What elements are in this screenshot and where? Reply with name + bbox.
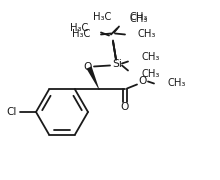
Text: CH₃: CH₃ [167, 78, 185, 89]
Text: O: O [139, 76, 147, 86]
Text: CH₃: CH₃ [129, 14, 147, 24]
Text: CH₃: CH₃ [142, 69, 160, 80]
Text: O: O [121, 102, 129, 112]
Text: Si: Si [112, 59, 122, 69]
Text: CH₃: CH₃ [138, 30, 156, 39]
Polygon shape [86, 66, 99, 90]
Text: H₃C: H₃C [72, 30, 90, 39]
Text: O: O [84, 62, 92, 73]
Text: CH₃: CH₃ [130, 12, 148, 22]
Text: H₃C: H₃C [70, 23, 88, 33]
Text: Cl: Cl [7, 107, 17, 117]
Text: CH₃: CH₃ [142, 53, 160, 62]
Text: H₃C: H₃C [93, 12, 111, 22]
